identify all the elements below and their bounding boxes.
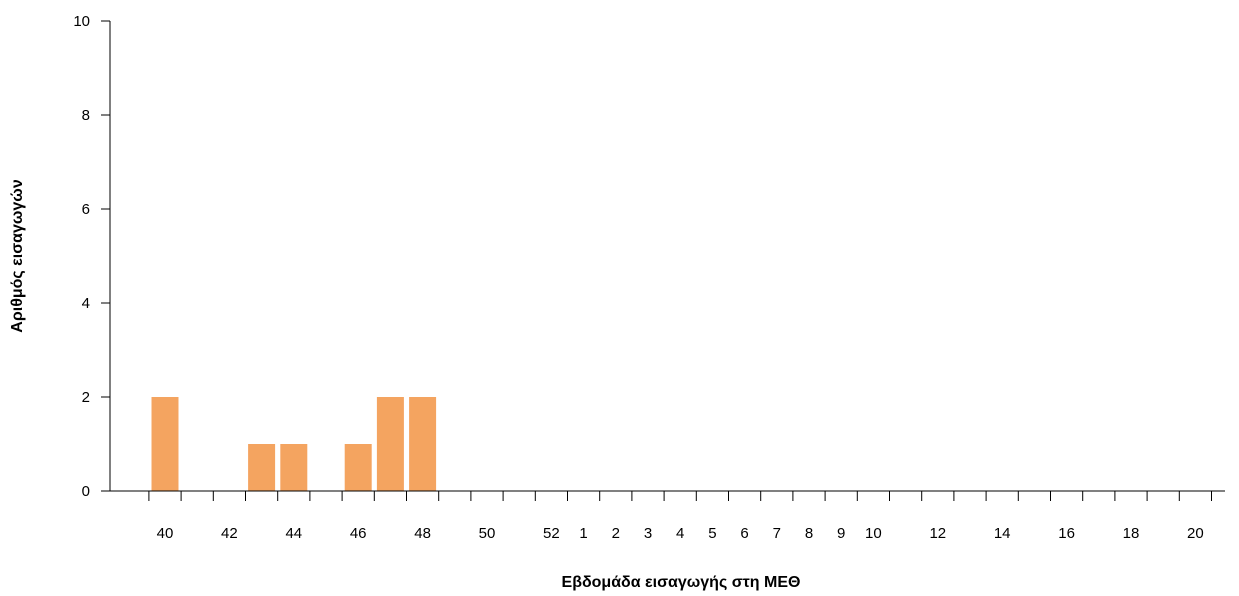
x-tick-label: 2 (612, 525, 620, 542)
bars-group (151, 397, 437, 491)
x-axis-title: Εβδομάδα εισαγωγής στη ΜΕΘ (562, 574, 801, 591)
y-tick-label: 0 (82, 483, 90, 500)
y-tick-label: 4 (82, 295, 90, 312)
bar-46 (344, 444, 372, 491)
x-tick-label: 4 (676, 525, 684, 542)
x-tick-label: 20 (1187, 525, 1204, 542)
x-axis: 40 42 44 46 48 50 52 1 2 3 4 5 6 7 8 9 10 12 14 16 18 20 (110, 490, 1225, 542)
y-tick-label: 8 (82, 107, 90, 124)
x-tick-label: 9 (837, 525, 845, 542)
x-tick-label: 14 (994, 525, 1011, 542)
x-tick-label: 52 (543, 525, 560, 542)
bar-43 (248, 444, 276, 491)
x-tick-label: 44 (285, 525, 302, 542)
bar-44 (280, 444, 308, 491)
x-tick-label: 1 (579, 525, 587, 542)
x-tick-label: 7 (773, 525, 781, 542)
y-tick-label: 6 (82, 201, 90, 218)
x-tick-label: 50 (479, 525, 496, 542)
x-tick-label: 8 (805, 525, 813, 542)
bar-40 (151, 397, 179, 491)
x-tick-label: 5 (708, 525, 716, 542)
x-tick-label: 42 (221, 525, 238, 542)
x-tick-label: 18 (1123, 525, 1140, 542)
x-tick-label: 40 (157, 525, 174, 542)
y-tick-label: 10 (73, 13, 90, 30)
y-axis-title: Αριθμός εισαγωγών (9, 179, 26, 333)
bar-47 (376, 397, 404, 491)
x-tick-label: 3 (644, 525, 652, 542)
bar-48 (409, 397, 437, 491)
y-axis: 0 2 4 6 8 10 (73, 13, 111, 500)
x-tick-label: 10 (865, 525, 882, 542)
x-tick-label: 6 (740, 525, 748, 542)
y-tick-label: 2 (82, 389, 90, 406)
x-tick-label: 12 (929, 525, 946, 542)
x-tick-label: 16 (1058, 525, 1075, 542)
x-tick-label: 48 (414, 525, 431, 542)
x-tick-label: 46 (350, 525, 367, 542)
